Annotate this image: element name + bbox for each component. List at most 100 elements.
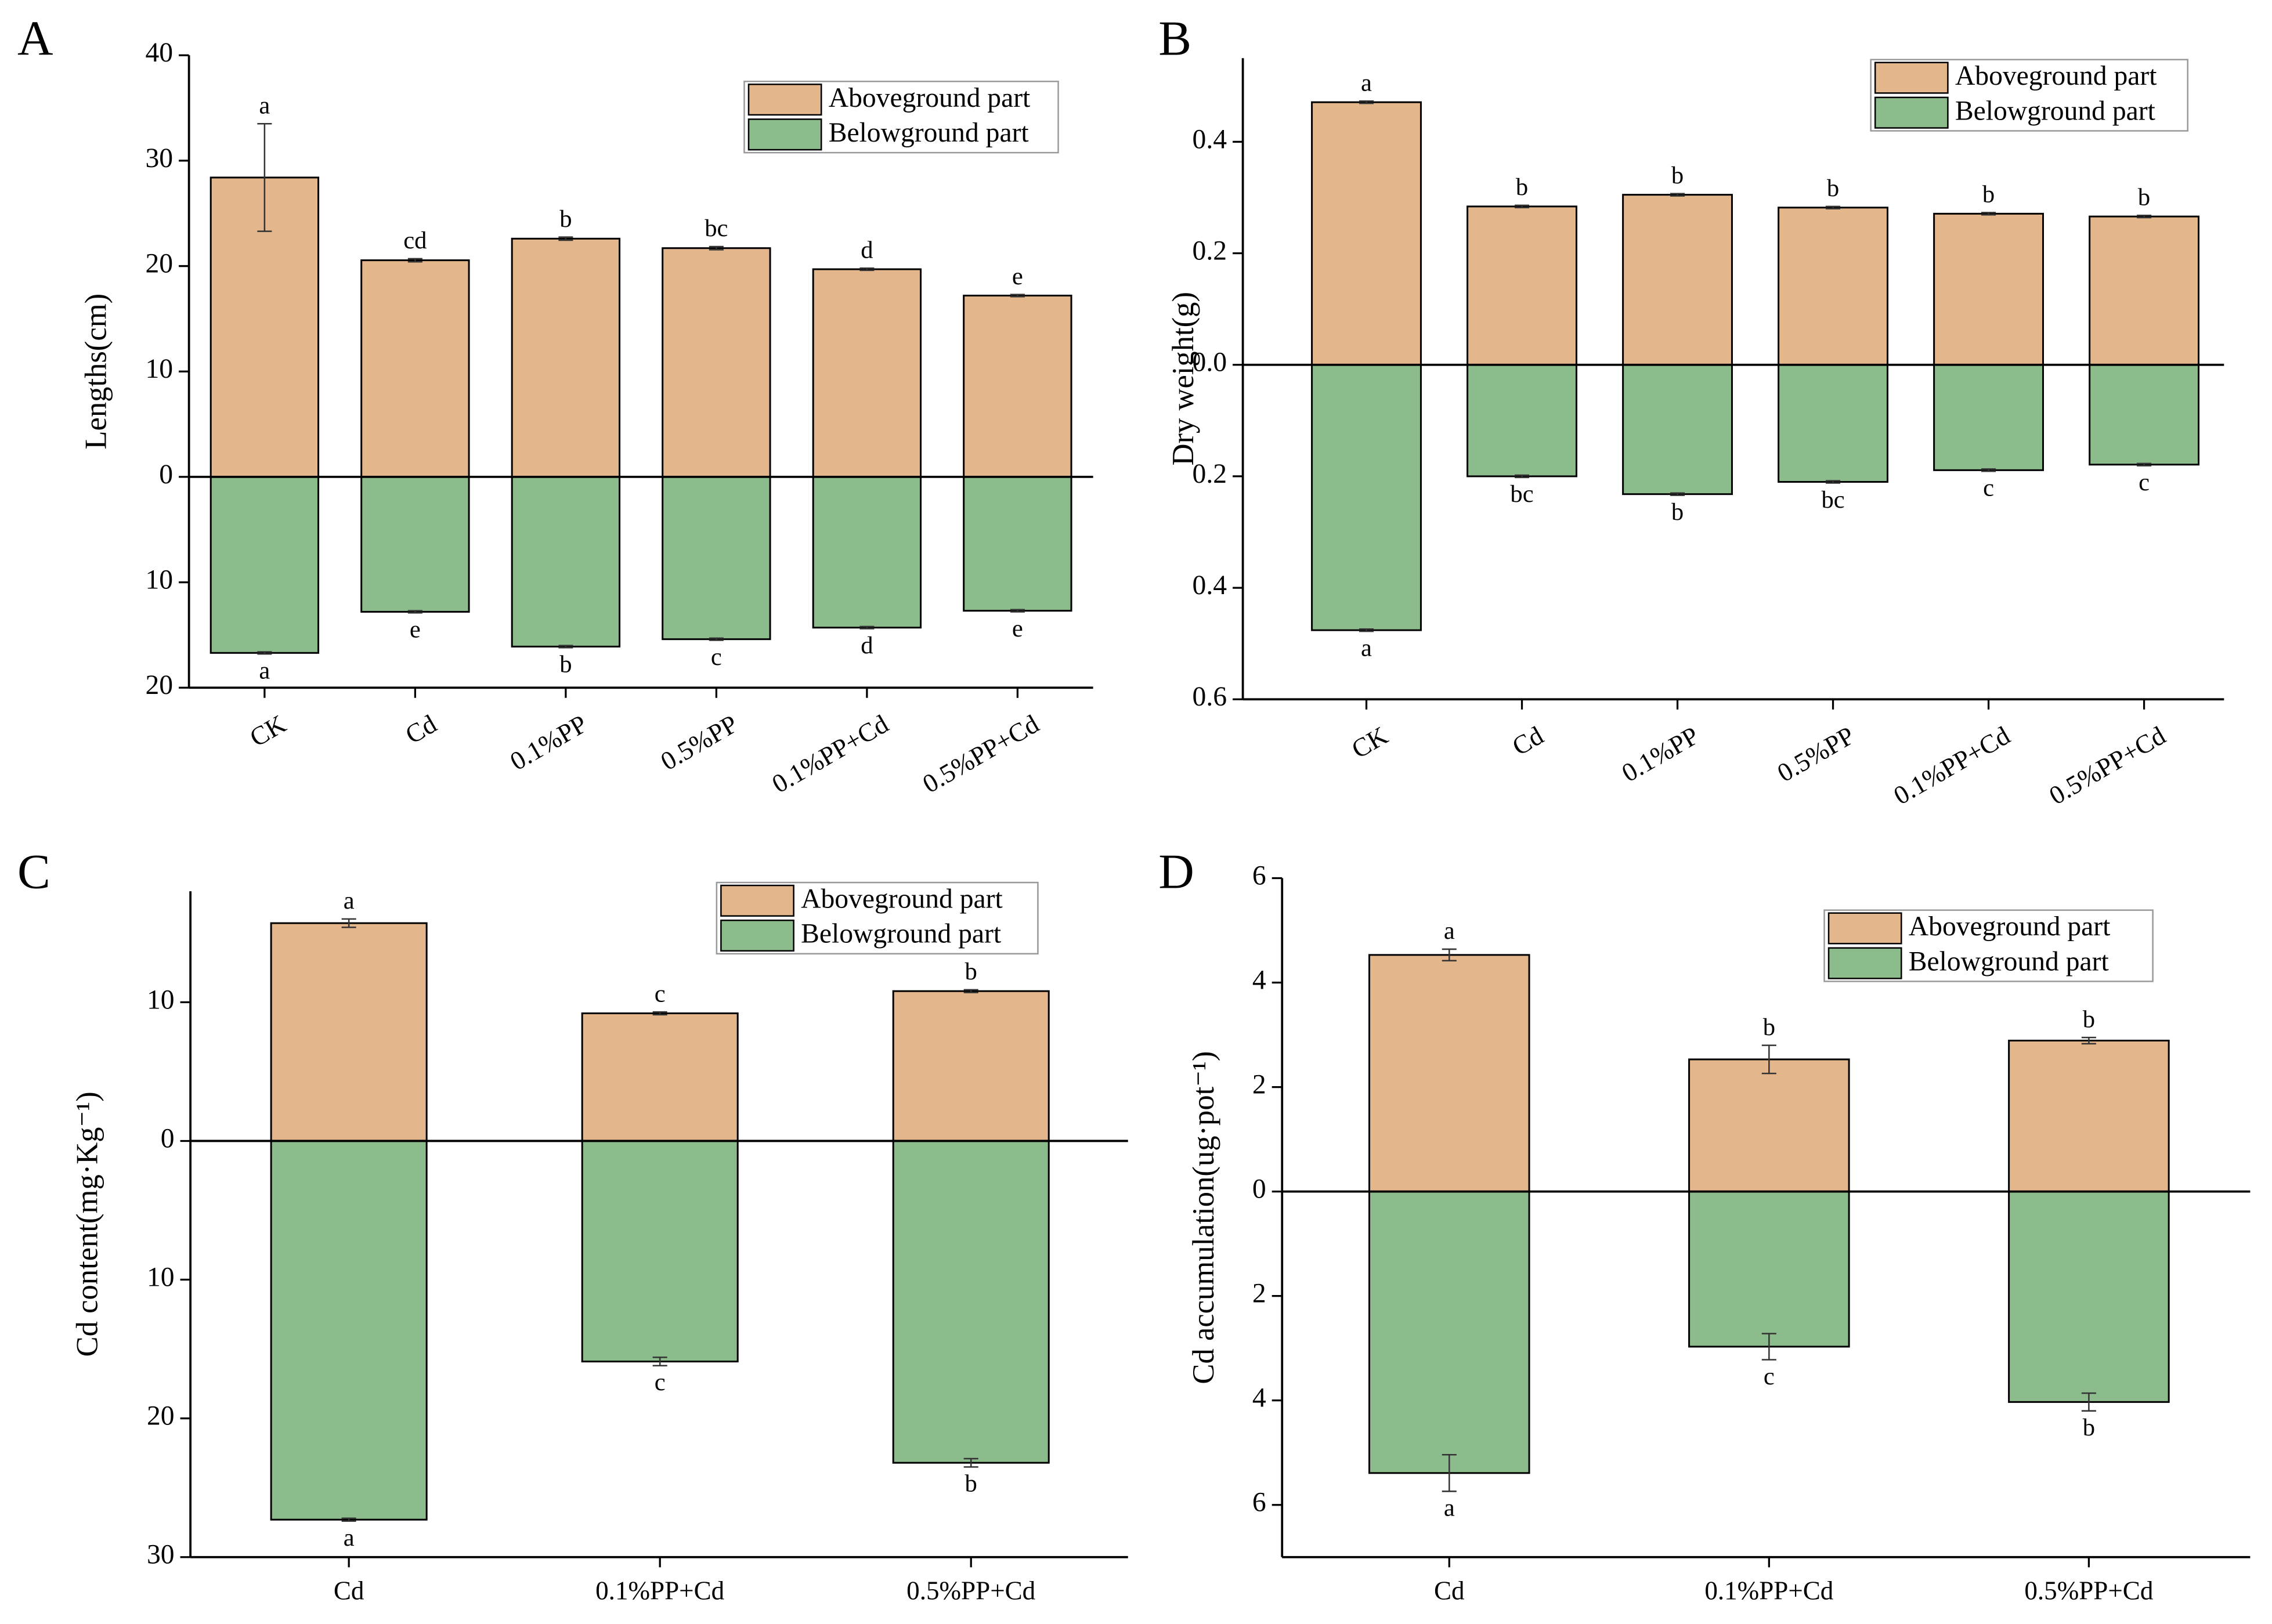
bar	[812, 476, 922, 629]
significance-letter: bc	[705, 215, 728, 242]
y-tick-label: 0.2	[1193, 236, 1227, 266]
legend-label: Belowground part	[829, 118, 1029, 148]
legend-label: Aboveground part	[801, 884, 1003, 914]
bar	[2089, 215, 2200, 366]
bar	[360, 476, 470, 613]
legend-swatch	[720, 884, 794, 917]
significance-letter: b	[559, 651, 572, 678]
y-tick-label: 10	[145, 565, 173, 595]
bar	[1933, 212, 2044, 366]
x-tick-label: 0.1%PP	[505, 709, 592, 776]
bar	[2008, 1039, 2170, 1193]
y-tick-label: 0	[1252, 1174, 1266, 1205]
bar	[511, 237, 621, 478]
significance-letter: b	[1763, 1014, 1775, 1041]
x-tick-label: Cd	[1507, 721, 1548, 761]
significance-letter: a	[344, 1524, 355, 1551]
y-tick-label: 20	[147, 1401, 175, 1431]
legend-label: Belowground part	[801, 919, 1001, 949]
bar	[2008, 1191, 2170, 1403]
legend-label: Aboveground part	[829, 83, 1031, 113]
x-tick-label: 0.5%PP	[656, 709, 743, 776]
significance-letter: c	[655, 1369, 666, 1396]
y-tick-label: 0.2	[1193, 459, 1227, 489]
bar	[1466, 205, 1577, 366]
y-tick-label: 40	[145, 38, 173, 68]
bar	[1778, 207, 1888, 366]
y-tick-label: 6	[1252, 1488, 1266, 1518]
significance-letter: b	[1827, 175, 1839, 202]
significance-letter: c	[1764, 1363, 1775, 1390]
panel-label: C	[17, 845, 50, 899]
significance-letter: d	[861, 632, 873, 659]
bar	[1311, 364, 1422, 631]
y-tick-label: 10	[147, 1262, 175, 1292]
y-axis-label: Cd content(mg·Kg⁻¹)	[70, 1091, 104, 1357]
y-axis-label: Dry weight(g)	[1166, 292, 1200, 466]
x-tick-label: Cd	[1434, 1576, 1465, 1605]
y-tick-label: 0.6	[1193, 682, 1227, 712]
y-tick-label: 20	[145, 670, 173, 700]
significance-letter: b	[2083, 1414, 2095, 1441]
bar	[270, 922, 428, 1142]
bar	[892, 1140, 1050, 1464]
x-tick-label: 0.1%PP	[1617, 721, 1704, 787]
significance-letter: b	[1516, 173, 1528, 201]
y-tick-label: 20	[145, 248, 173, 278]
y-tick-label: 10	[145, 354, 173, 384]
legend-label: Aboveground part	[1909, 912, 2111, 942]
bar	[1466, 364, 1577, 478]
legend-swatch	[747, 84, 822, 116]
bar	[270, 1140, 428, 1521]
x-tick-label: 0.1%PP+Cd	[1704, 1576, 1833, 1605]
y-tick-label: 4	[1252, 1383, 1266, 1413]
y-tick-label: 0.0	[1193, 348, 1227, 378]
significance-letter: bc	[1510, 480, 1533, 508]
bar	[1311, 101, 1422, 366]
y-tick-label: 0	[161, 1123, 175, 1153]
legend-swatch	[720, 919, 794, 952]
x-tick-label: CK	[1347, 721, 1393, 764]
bar	[1368, 1191, 1530, 1474]
legend-label: Belowground part	[1909, 946, 2109, 976]
bar	[511, 476, 621, 648]
significance-letter: a	[344, 887, 355, 914]
bar	[1622, 364, 1733, 495]
significance-letter: b	[2083, 1005, 2095, 1033]
y-tick-label: 0.4	[1193, 570, 1227, 601]
y-tick-label: 30	[145, 143, 173, 173]
legend-label: Belowground part	[1955, 96, 2155, 126]
significance-letter: b	[965, 958, 977, 985]
bar	[209, 476, 320, 654]
x-tick-label: CK	[245, 709, 291, 753]
significance-letter: a	[1444, 1495, 1455, 1522]
significance-letter: d	[861, 236, 873, 263]
bar	[581, 1140, 739, 1363]
significance-letter: b	[1982, 181, 1995, 208]
bar	[812, 268, 922, 478]
significance-letter: bc	[1821, 486, 1844, 513]
y-tick-label: 2	[1252, 1069, 1266, 1099]
bar	[1778, 364, 1888, 483]
x-tick-label: 0.5%PP+Cd	[2045, 721, 2170, 810]
bar	[1688, 1058, 1850, 1193]
y-tick-label: 6	[1252, 860, 1266, 891]
significance-letter: c	[2139, 469, 2150, 496]
significance-letter: b	[1671, 498, 1684, 526]
significance-letter: a	[259, 92, 270, 120]
bar	[1368, 954, 1530, 1193]
significance-letter: a	[259, 657, 270, 684]
y-axis-label: Cd accumulation(ug·pot⁻¹)	[1187, 1051, 1220, 1384]
legend-swatch	[1827, 947, 1902, 979]
y-tick-label: 10	[147, 985, 175, 1015]
legend-swatch	[1827, 912, 1902, 945]
significance-letter: a	[1444, 917, 1455, 945]
y-tick-label: 4	[1252, 965, 1266, 995]
significance-letter: a	[1361, 69, 1372, 96]
significance-letter: b	[1671, 162, 1684, 189]
bar	[892, 990, 1050, 1142]
significance-letter: e	[1012, 615, 1023, 642]
x-tick-label: 0.1%PP+Cd	[595, 1576, 724, 1605]
